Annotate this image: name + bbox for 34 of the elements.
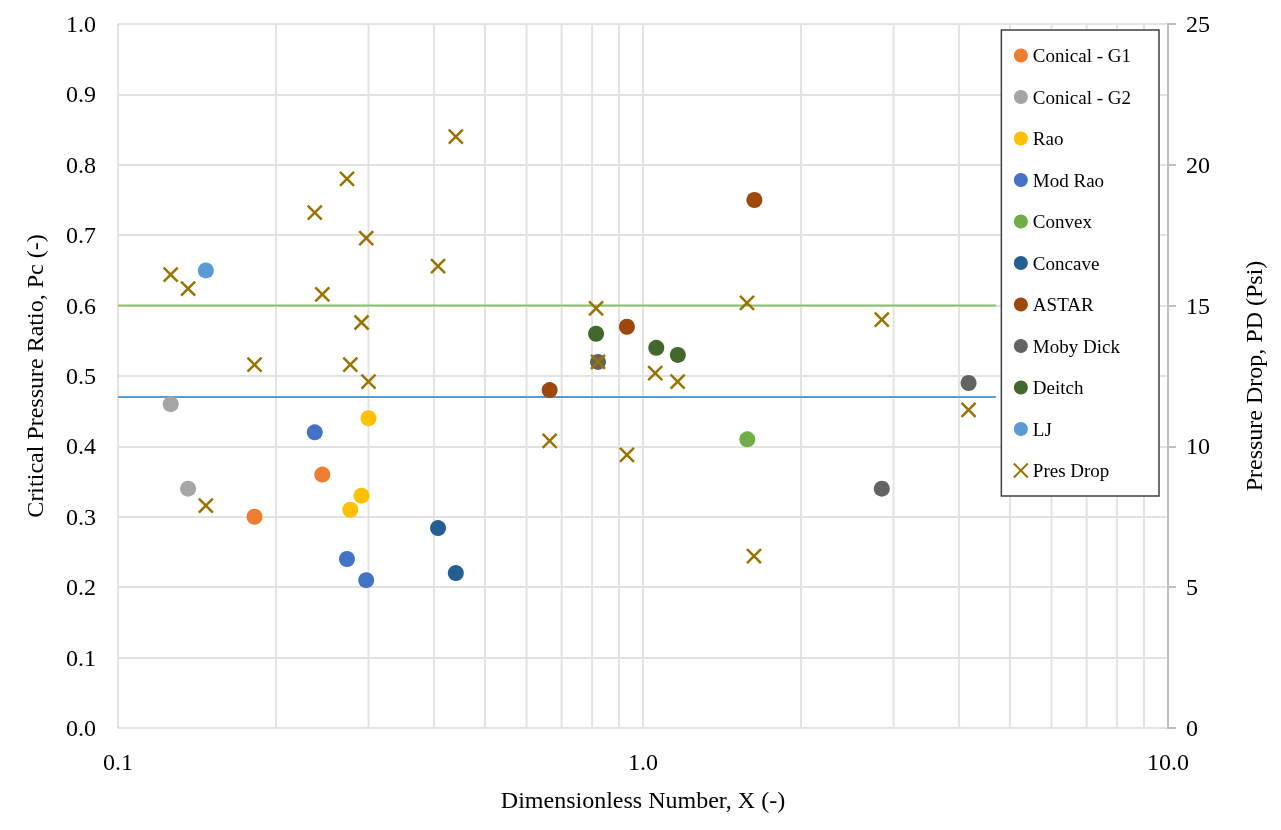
y-tick-label: 0.3 <box>66 503 96 530</box>
y2-tick-label: 10 <box>1186 433 1210 460</box>
y-tick-label: 0.4 <box>66 433 96 460</box>
x-tick-label: 0.1 <box>103 749 133 775</box>
legend-label: Moby Dick <box>1032 335 1121 357</box>
legend-label: Pres Drop <box>1032 460 1110 481</box>
y2-tick-label: 20 <box>1186 151 1210 178</box>
y-tick-label: 0.6 <box>66 292 96 319</box>
y2-axis-title: Pressure Drop, PD (Psi) <box>1241 260 1267 492</box>
legend-label: Concave <box>1032 252 1100 274</box>
y2-tick-label: 15 <box>1186 292 1210 319</box>
y-tick-label: 0.5 <box>66 363 96 389</box>
legend-label: Deitch <box>1032 377 1084 398</box>
x-axis-title: Dimensionless Number, X (-) <box>500 787 786 813</box>
legend-label: Rao <box>1032 128 1064 149</box>
legend-label: Conical - G1 <box>1032 45 1132 66</box>
x-tick-label: 1.0 <box>628 749 658 775</box>
y2-tick-label: 0 <box>1186 715 1198 741</box>
y2-tick-label: 5 <box>1186 574 1198 601</box>
y-tick-label: 0.7 <box>66 222 96 249</box>
legend-label: Conical - G2 <box>1032 86 1132 108</box>
y-tick-label: 0.9 <box>66 81 96 108</box>
legend-label: Mod Rao <box>1032 169 1105 191</box>
y2-tick-label: 25 <box>1186 11 1210 37</box>
y-tick-label: 1.0 <box>66 11 96 37</box>
y-tick-label: 0.8 <box>66 151 96 178</box>
legend-label: LJ <box>1032 418 1052 440</box>
y-tick-label: 0.2 <box>66 574 96 601</box>
y-tick-label: 0.0 <box>66 715 96 741</box>
x-tick-label: 10.0 <box>1147 749 1189 775</box>
legend-label: Convex <box>1032 211 1093 232</box>
y-tick-label: 0.1 <box>66 644 96 671</box>
y-axis-title: Critical Pressure Ratio, Pc (-) <box>22 234 48 518</box>
legend-label: ASTAR <box>1032 294 1094 315</box>
